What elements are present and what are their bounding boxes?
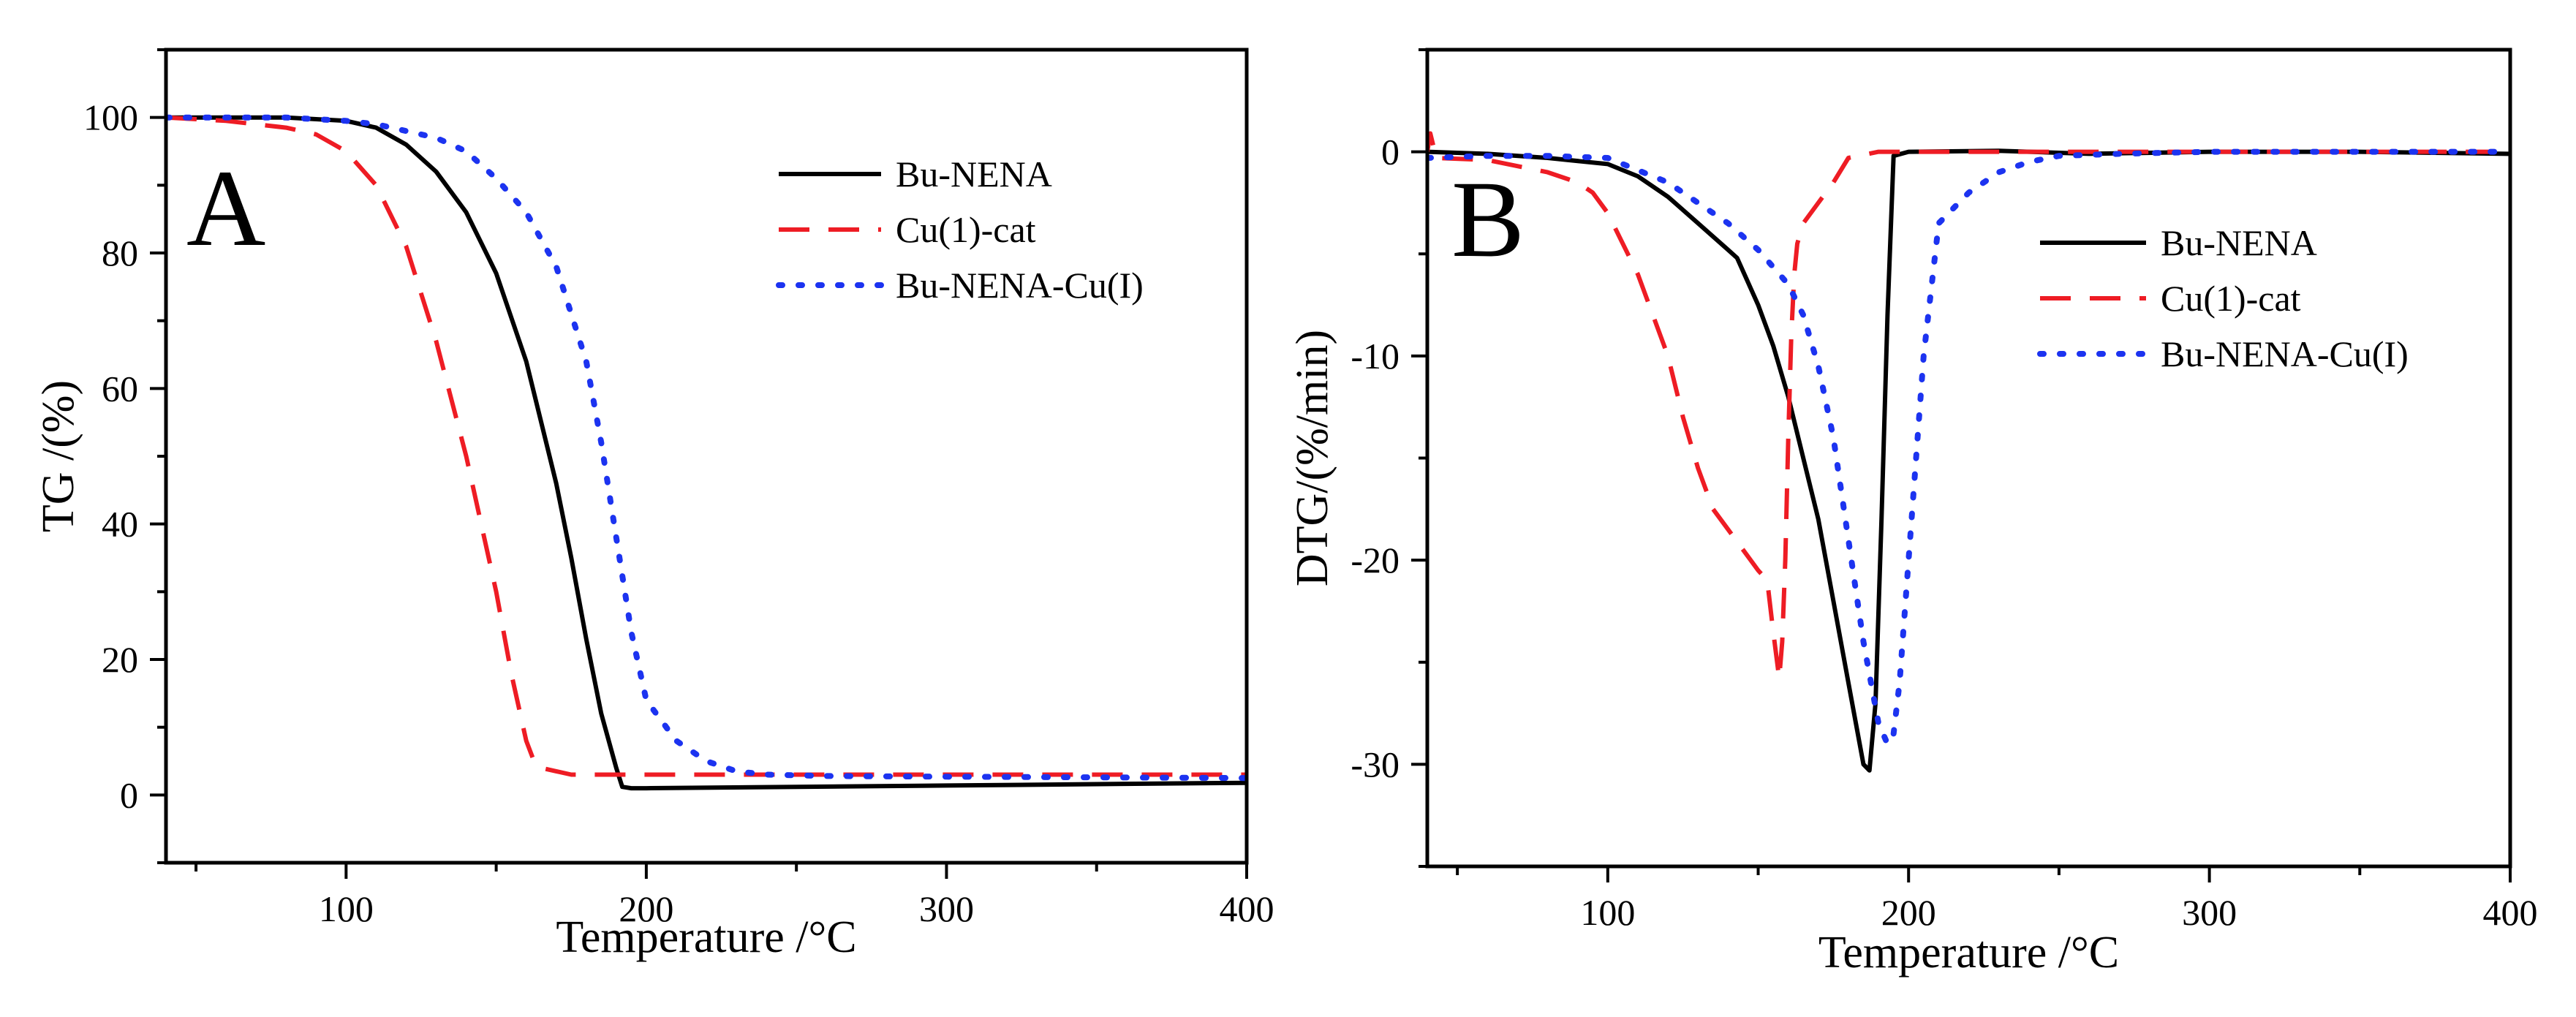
panel-b-legend-label-0: Bu-NENA — [2161, 222, 2317, 263]
panel-a-series-1-line — [166, 115, 1247, 777]
panel-a-y-tick-label: 20 — [102, 639, 138, 680]
panel-a-x-tick-label: 100 — [319, 888, 374, 929]
panel-b-x-tick-label: 400 — [2483, 892, 2538, 933]
panel-b-y-tick-label: 0 — [1381, 132, 1400, 173]
panel-a-x-tick-label: 300 — [919, 888, 974, 929]
panel-a-letter-label: A — [186, 148, 265, 269]
panel-a-plot-frame — [164, 48, 1249, 865]
panel-a-y-tick-label: 60 — [102, 368, 138, 409]
panel-a-y-tick-label: 0 — [120, 774, 138, 815]
panel-b-x-tick-label: 300 — [2182, 892, 2237, 933]
panel-b-legend-label-1: Cu(1)-cat — [2161, 278, 2301, 319]
panel-a-x-tick-label: 400 — [1220, 888, 1274, 929]
chart-panel-a: 100 200 300 400 0 20 40 60 80 100 Temperature /°C T… — [34, 48, 1274, 962]
panel-a-x-axis-title: Temperature /°C — [556, 912, 856, 962]
panel-a-y-axis-title: TG /(%) — [34, 380, 83, 532]
panel-a-plot-area — [166, 114, 1247, 791]
panel-b-y-tick-label: -10 — [1351, 336, 1400, 377]
panel-b-letter-label: B — [1451, 159, 1525, 280]
panel-b-x-axis-title: Temperature /°C — [1818, 928, 2119, 978]
panel-b-series-0-line — [1427, 148, 2510, 773]
panel-a-legend-label-0: Bu-NENA — [896, 154, 1052, 194]
panel-b-y-tick-label: -20 — [1351, 540, 1400, 581]
chart-panel-b: 100 200 300 400 -30 -20 -10 0 Temperature /°C DTG… — [1288, 48, 2538, 978]
panel-a-x-tick-label: 200 — [619, 888, 673, 929]
panel-b-series-1-line — [1427, 131, 2510, 681]
panel-a-series-2-line — [166, 114, 1247, 782]
panel-a-legend-label-2: Bu-NENA-Cu(I) — [896, 265, 1144, 306]
panel-a-series-0-line — [166, 115, 1247, 791]
panel-b-legend-label-2: Bu-NENA-Cu(I) — [2161, 333, 2409, 374]
panel-b-x-tick-label: 100 — [1580, 892, 1635, 933]
panel-a-y-tick-label: 100 — [83, 97, 138, 138]
panel-b-y-tick-label: -30 — [1351, 744, 1400, 785]
panel-b-y-axis-title: DTG/(%/min) — [1288, 330, 1337, 586]
panel-b-x-tick-label: 200 — [1881, 892, 1936, 933]
panel-b-plot-frame — [1425, 48, 2512, 869]
panel-a-y-tick-label: 80 — [102, 232, 138, 273]
panel-a-legend-label-1: Cu(1)-cat — [896, 209, 1036, 250]
panel-a-y-tick-label: 40 — [102, 504, 138, 545]
panel-b-series-2-line — [1427, 148, 2510, 747]
panel-b-plot-area — [1427, 131, 2510, 773]
